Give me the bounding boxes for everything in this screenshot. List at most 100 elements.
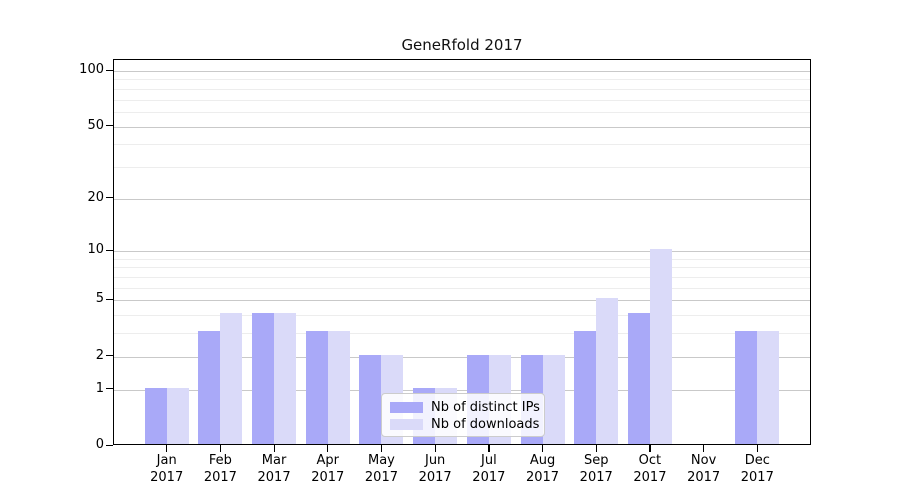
x-tick-label: Aug 2017 xyxy=(513,452,573,486)
x-tick-label: Feb 2017 xyxy=(190,452,250,486)
legend-label: Nb of downloads xyxy=(431,416,540,432)
bar-downloads-mar xyxy=(274,313,297,444)
bar-distinct-ips-oct xyxy=(627,313,650,444)
bar-distinct-ips-sep xyxy=(574,331,597,444)
bar-distinct-ips-jan xyxy=(144,387,167,444)
y-tick-label: 20 xyxy=(87,189,104,205)
minor-gridline xyxy=(114,111,810,113)
x-tick-year: 2017 xyxy=(472,470,506,485)
y-tick-label: 10 xyxy=(87,242,104,258)
x-tick-year: 2017 xyxy=(740,470,774,485)
minor-gridline xyxy=(114,166,810,168)
x-tick-mark xyxy=(649,445,651,452)
minor-gridline xyxy=(114,277,810,279)
plot-area xyxy=(113,59,811,445)
x-tick-mark xyxy=(273,445,275,452)
major-gridline xyxy=(114,126,810,128)
x-tick-month: Nov xyxy=(690,453,717,468)
bar-distinct-ips-feb xyxy=(198,331,221,444)
bar-downloads-sep xyxy=(596,298,619,444)
x-tick-label: Apr 2017 xyxy=(298,452,358,486)
y-tick-mark xyxy=(106,388,113,390)
major-gridline xyxy=(114,356,810,358)
x-tick-label: Dec 2017 xyxy=(727,452,787,486)
x-tick-label: Oct 2017 xyxy=(620,452,680,486)
x-tick-mark xyxy=(488,445,490,452)
x-tick-year: 2017 xyxy=(257,470,291,485)
minor-gridline xyxy=(114,79,810,81)
x-tick-label: Nov 2017 xyxy=(674,452,734,486)
legend-box: Nb of distinct IPs Nb of downloads xyxy=(381,393,545,437)
x-tick-mark xyxy=(166,445,168,452)
x-tick-label: Mar 2017 xyxy=(244,452,304,486)
bar-downloads-apr xyxy=(327,331,350,444)
x-tick-mark xyxy=(756,445,758,452)
x-tick-month: Jun xyxy=(424,453,446,468)
y-tick-mark xyxy=(106,69,113,71)
minor-gridline xyxy=(114,315,810,317)
x-tick-label: Jul 2017 xyxy=(459,452,519,486)
major-gridline xyxy=(114,198,810,200)
legend-swatch-distinct-ips xyxy=(390,401,423,413)
x-tick-label: May 2017 xyxy=(351,452,411,486)
y-tick-mark xyxy=(106,249,113,251)
x-tick-month: Aug xyxy=(529,453,556,468)
y-tick-label: 50 xyxy=(87,117,104,133)
bar-distinct-ips-may xyxy=(359,354,382,444)
minor-gridline xyxy=(114,88,810,90)
legend-swatch-downloads xyxy=(390,418,423,430)
bar-downloads-oct xyxy=(649,249,672,444)
x-tick-year: 2017 xyxy=(525,470,560,485)
x-tick-mark xyxy=(595,445,597,452)
minor-gridline xyxy=(114,267,810,269)
minor-gridline xyxy=(114,144,810,146)
x-tick-month: Jan xyxy=(156,453,177,468)
y-tick-label: 5 xyxy=(95,291,104,307)
x-tick-year: 2017 xyxy=(687,470,721,485)
bar-downloads-aug xyxy=(542,354,565,444)
x-tick-mark xyxy=(434,445,436,452)
bar-distinct-ips-dec xyxy=(735,331,758,444)
chart-title: GeneRfold 2017 xyxy=(401,36,523,54)
x-tick-year: 2017 xyxy=(311,470,345,485)
x-tick-month: May xyxy=(368,453,395,468)
bar-downloads-feb xyxy=(220,313,243,444)
y-tick-label: 2 xyxy=(95,347,104,363)
minor-gridline xyxy=(114,287,810,289)
x-tick-label: Jun 2017 xyxy=(405,452,465,486)
bar-distinct-ips-apr xyxy=(305,331,328,444)
legend-item: Nb of downloads xyxy=(390,416,540,432)
major-gridline xyxy=(114,251,810,253)
x-tick-month: Mar xyxy=(261,453,287,468)
x-tick-label: Sep 2017 xyxy=(566,452,626,486)
x-tick-year: 2017 xyxy=(633,470,667,485)
y-tick-mark xyxy=(106,298,113,301)
x-tick-year: 2017 xyxy=(203,470,237,485)
x-tick-mark xyxy=(219,445,222,452)
y-tick-label: 1 xyxy=(95,380,104,396)
x-tick-year: 2017 xyxy=(150,470,184,485)
y-tick-mark xyxy=(106,355,113,357)
x-tick-mark xyxy=(327,445,329,452)
legend-label: Nb of distinct IPs xyxy=(431,399,540,415)
minor-gridline xyxy=(114,333,810,335)
x-tick-month: Sep xyxy=(583,453,609,468)
major-gridline xyxy=(114,71,810,72)
x-tick-month: Oct xyxy=(638,453,662,468)
x-tick-month: Apr xyxy=(316,453,340,468)
y-tick-mark xyxy=(106,444,113,446)
legend-item: Nb of distinct IPs xyxy=(390,399,540,415)
bar-downloads-dec xyxy=(757,331,780,444)
x-tick-mark xyxy=(542,445,544,452)
y-tick-label: 100 xyxy=(79,62,104,77)
y-tick-label: 0 xyxy=(95,437,104,452)
y-tick-mark xyxy=(106,197,113,199)
x-tick-label: Jan 2017 xyxy=(137,452,197,486)
bar-distinct-ips-mar xyxy=(252,313,275,444)
minor-gridline xyxy=(114,258,810,260)
x-tick-mark xyxy=(703,445,705,452)
x-tick-month: Jul xyxy=(481,453,497,468)
bar-downloads-jan xyxy=(166,387,189,444)
y-tick-mark xyxy=(106,125,113,127)
x-tick-mark xyxy=(380,445,383,452)
